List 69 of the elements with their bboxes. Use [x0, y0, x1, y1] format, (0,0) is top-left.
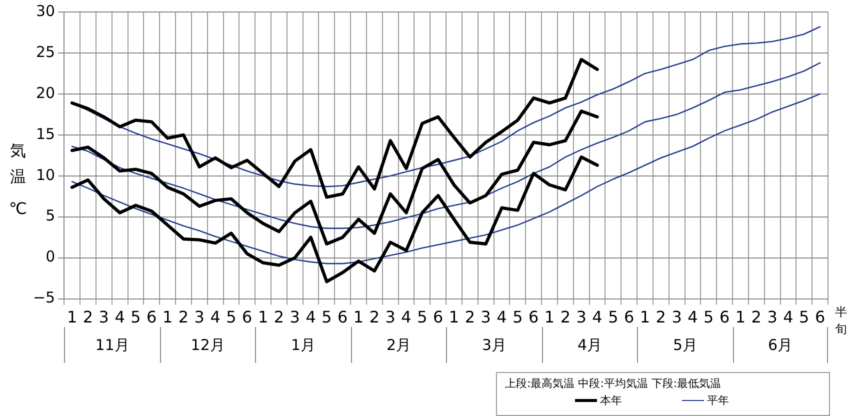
x-tick-label: 3 [385, 308, 396, 327]
x-tick-label: 5 [417, 308, 428, 327]
x-tick-label: 5 [130, 308, 141, 327]
text: 1月 [255, 326, 351, 363]
x-tick-label: 6 [719, 308, 730, 327]
x-tick-label: 2 [464, 308, 476, 327]
y-tick-label: 20 [36, 84, 56, 102]
x-tick-label: 1 [66, 308, 78, 327]
x-tick-label: 3 [576, 308, 586, 327]
x-tick-label: 2 [656, 308, 666, 327]
x-tick-label: 5 [512, 308, 523, 327]
legend-label: 平年 [707, 393, 729, 408]
x-tick-label: 6 [528, 308, 539, 327]
x-tick-label: 3 [480, 308, 491, 327]
y-axis-title: 気温℃ [9, 141, 27, 218]
text: 11月 [64, 326, 160, 363]
y-tick-label: 5 [46, 206, 56, 225]
legend-label: 本年 [600, 393, 622, 408]
x-tick-label: 5 [226, 308, 236, 327]
x-tick-label: 4 [401, 308, 412, 327]
x-tick-label: 1 [640, 308, 650, 327]
text: 5月 [637, 326, 732, 363]
x-tick-label: 2 [274, 308, 284, 327]
x-tick-label: 3 [98, 308, 109, 327]
x-tick-label: 4 [688, 308, 698, 327]
x-tick-label: 4 [210, 308, 220, 327]
x-axis-title: 半旬 [835, 304, 847, 336]
text: 4月 [542, 326, 638, 363]
x-tick-label: 4 [496, 308, 507, 327]
x-tick-label: 4 [114, 308, 125, 327]
y-tick-label: 10 [36, 166, 56, 184]
x-tick-label: 3 [672, 308, 682, 327]
x-tick-label: 5 [322, 308, 332, 327]
x-tick-label: 4 [783, 308, 794, 327]
x-tick-label: 1 [544, 308, 555, 327]
x-tick-label: 2 [560, 308, 571, 327]
x-tick-label: 2 [369, 308, 380, 327]
x-tick-label: 1 [448, 308, 460, 327]
x-tick-label: 5 [608, 308, 618, 327]
y-tick-label: 30 [36, 2, 56, 20]
y-tick-label: −5 [32, 288, 56, 307]
x-tick-label: 4 [306, 308, 316, 327]
x-tick-label: 2 [178, 308, 189, 327]
x-tick-label: 6 [624, 308, 634, 327]
x-tick-label: 1 [353, 308, 364, 327]
x-tick-label: 5 [704, 308, 714, 327]
x-tick-label: 6 [338, 308, 348, 327]
x-tick-label: 1 [258, 308, 268, 327]
y-tick-label: 0 [46, 248, 56, 266]
text: 2月 [350, 326, 446, 363]
x-tick-label: 4 [592, 308, 602, 327]
text: 6月 [732, 326, 828, 363]
x-tick-label: 1 [735, 308, 746, 327]
x-tick-label: 3 [767, 308, 778, 327]
x-tick-label: 3 [290, 308, 300, 327]
text: 12月 [160, 326, 256, 363]
legend-title: 上段:最高気温 中段:平均気温 下段:最低気温 [505, 376, 722, 391]
x-tick-label: 6 [814, 308, 826, 327]
y-tick-label: 25 [36, 42, 56, 61]
x-tick-label: 1 [162, 308, 173, 327]
x-tick-label: 6 [146, 308, 157, 327]
x-tick-label: 6 [433, 308, 444, 327]
x-tick-label: 5 [799, 308, 810, 327]
x-tick-label: 3 [194, 308, 204, 327]
text: 3月 [446, 326, 542, 363]
x-tick-label: 2 [751, 308, 762, 327]
x-tick-label: 2 [82, 308, 94, 327]
y-tick-label: 15 [36, 124, 56, 143]
x-tick-label: 6 [242, 308, 252, 327]
